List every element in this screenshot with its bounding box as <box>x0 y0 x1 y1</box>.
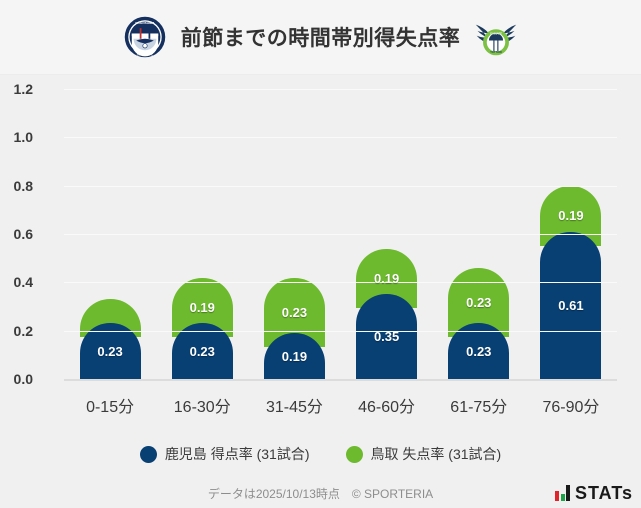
gridline <box>64 89 617 90</box>
legend-dot-home <box>139 445 157 463</box>
svg-text:UNITED FC: UNITED FC <box>137 52 154 56</box>
legend-item[interactable]: 鳥取 失点率 (31試合) <box>345 444 502 464</box>
kagoshima-united-fc-crest-icon: KAGOSHIMA UNITED FC <box>123 15 166 59</box>
bar-column[interactable]: 0.19 0.35 <box>341 89 433 379</box>
bar-segment-home[interactable]: 0.19 <box>263 333 325 379</box>
bar-value-label-home: 0.23 <box>466 343 492 359</box>
chart-header: KAGOSHIMA UNITED FC 前節までの時間帯別得失点率 GAINAR… <box>0 0 641 75</box>
stacked-bar[interactable]: 0.23 0.23 <box>448 267 510 379</box>
stats-bar-green <box>560 494 565 501</box>
bar-column[interactable]: 0.23 0.23 <box>433 89 525 379</box>
bar-value-label-home: 0.23 <box>97 343 123 359</box>
stats-logo-bars-icon <box>555 485 570 501</box>
page-title: 前節までの時間帯別得失点率 <box>180 27 461 50</box>
bar-value-label-away: 0.19 <box>373 270 400 286</box>
legend-item[interactable]: 鹿児島 得点率 (31試合) <box>139 444 310 464</box>
stats-bar-red <box>555 491 559 501</box>
gainare-tottori-crest-icon: GAINARE TOTTORI <box>476 24 517 56</box>
bar-column[interactable]: 0.19 0.23 <box>156 89 248 379</box>
bar-segment-home[interactable]: 0.61 <box>540 231 602 379</box>
bar-value-label-home: 0.61 <box>558 297 584 313</box>
stats-bar-black <box>566 485 570 501</box>
bar-value-label-home: 0.23 <box>189 343 215 359</box>
gridline <box>64 185 617 187</box>
data-timestamp-note: データは2025/10/13時点 © SPORTERIA <box>207 486 434 501</box>
stacked-bar[interactable]: 0.23 <box>79 299 141 379</box>
x-axis-tick-label: 0-15分 <box>86 399 135 416</box>
bar-value-label-home: 0.19 <box>281 348 308 364</box>
plot-area: 0.23 0.19 0.23 0.23 0.19 0.19 0.35 0.23 0.23 0.19… <box>14 81 617 387</box>
y-axis-tick-label: 1.2 <box>13 81 33 97</box>
svg-text:TOTTORI: TOTTORI <box>491 50 503 54</box>
stacked-bar[interactable]: 0.19 0.23 <box>171 277 233 379</box>
y-axis-tick-label: 1.0 <box>13 129 33 146</box>
x-axis-tick-label: 61-75分 <box>450 399 508 416</box>
bar-value-label-away: 0.23 <box>466 295 492 311</box>
gridline <box>64 282 617 284</box>
y-axis-tick-label: 0.0 <box>13 371 33 387</box>
stats-logo-text: STATs <box>575 482 633 503</box>
bar-segment-home[interactable]: 0.23 <box>448 323 510 379</box>
gridline <box>64 234 617 235</box>
stacked-bar[interactable]: 0.19 0.61 <box>540 185 602 379</box>
bar-segment-home[interactable]: 0.23 <box>79 323 141 379</box>
chart-footer: データは2025/10/13時点 © SPORTERIA STATs <box>0 478 641 508</box>
y-axis-tick-label: 0.2 <box>13 322 33 339</box>
y-axis-tick-label: 0.6 <box>13 226 33 242</box>
chart-plot-region: 0.23 0.19 0.23 0.23 0.19 0.19 0.35 0.23 0.23 0.19… <box>0 75 641 416</box>
bar-segment-home[interactable]: 0.23 <box>171 323 233 379</box>
legend-item-label: 鳥取 失点率 (31試合) <box>370 446 502 462</box>
gridline <box>64 137 617 139</box>
gridline <box>64 330 617 332</box>
bar-column[interactable]: 0.19 0.61 <box>525 89 617 379</box>
y-axis-tick-label: 0.4 <box>13 274 33 291</box>
x-axis-baseline <box>64 379 617 381</box>
bar-value-label-home: 0.35 <box>373 329 400 345</box>
svg-text:KAGOSHIMA: KAGOSHIMA <box>135 21 155 25</box>
stats-logo: STATs <box>555 483 633 504</box>
y-axis-tick-label: 0.8 <box>13 177 33 194</box>
legend-dot-away <box>345 445 363 463</box>
x-axis-tick-label: 16-30分 <box>173 399 231 416</box>
x-axis-tick-labels: 0-15分 16-30分 31-45分 46-60分 61-75分 76-90分 <box>64 393 617 417</box>
stacked-bar[interactable]: 0.19 0.35 <box>356 248 418 379</box>
bar-segment-home[interactable]: 0.35 <box>356 294 418 379</box>
bar-value-label-away: 0.19 <box>189 299 215 315</box>
x-axis-tick-label: 76-90分 <box>542 399 600 416</box>
x-axis-tick-label: 31-45分 <box>265 399 323 416</box>
stacked-bar[interactable]: 0.23 0.19 <box>263 277 325 379</box>
bar-column[interactable]: 0.23 0.19 <box>248 89 340 379</box>
legend-item-label: 鹿児島 得点率 (31試合) <box>164 446 310 462</box>
bar-value-label-away: 0.23 <box>281 304 308 320</box>
chart-legend: 鹿児島 得点率 (31試合) 鳥取 失点率 (31試合) <box>0 444 641 464</box>
bar-value-label-away: 0.19 <box>558 208 584 224</box>
x-axis-tick-label: 46-60分 <box>358 399 416 416</box>
svg-text:GAINARE: GAINARE <box>490 31 502 35</box>
